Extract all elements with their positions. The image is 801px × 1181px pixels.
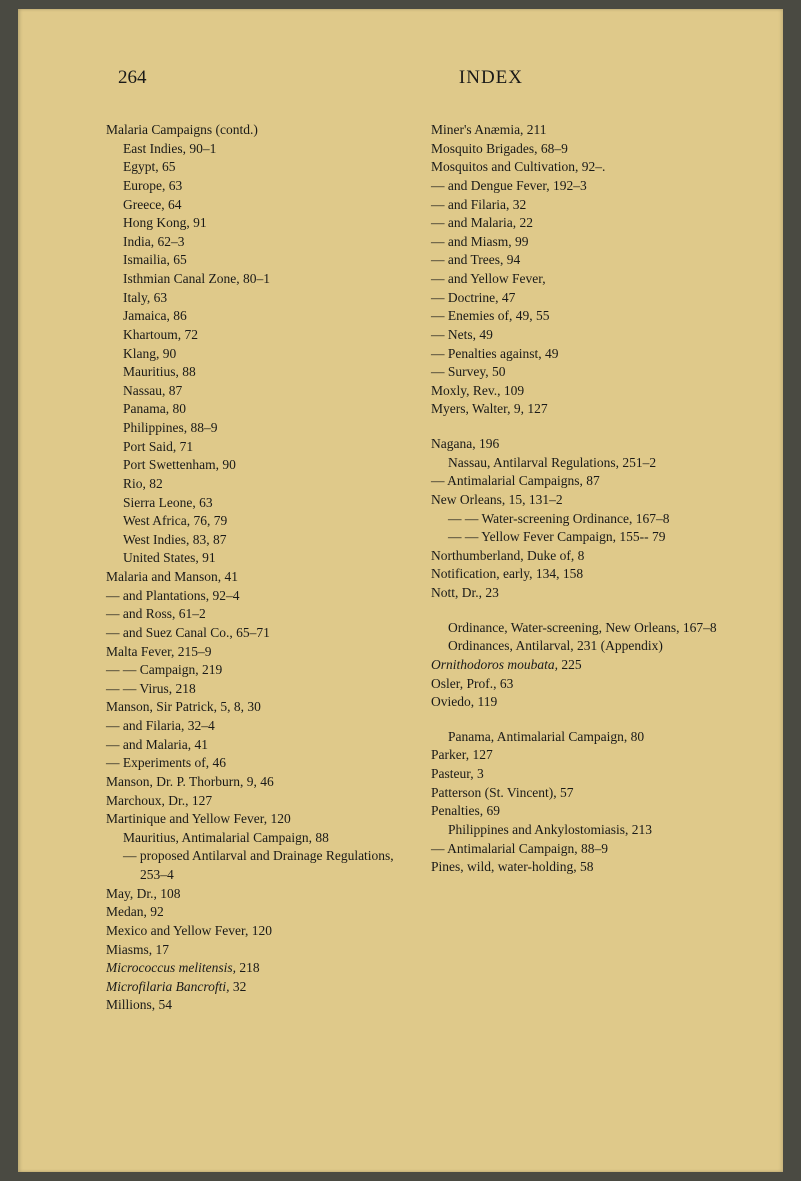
index-entry: — and Plantations, 92–4	[106, 587, 403, 606]
index-entry: — and Filaria, 32–4	[106, 717, 403, 736]
index-entry: Myers, Walter, 9, 127	[431, 400, 728, 419]
index-entry: — and Malaria, 22	[431, 214, 728, 233]
index-entry: West Africa, 76, 79	[106, 512, 403, 531]
page-number: 264	[118, 67, 147, 89]
index-entry: Penalties, 69	[431, 802, 728, 821]
index-entry: — Antimalarial Campaign, 88–9	[431, 840, 728, 859]
index-entry: Mauritius, 88	[106, 363, 403, 382]
index-entry: Mauritius, Antimalarial Campaign, 88	[106, 829, 403, 848]
index-entry: Miasms, 17	[106, 941, 403, 960]
index-entry: Parker, 127	[431, 746, 728, 765]
index-entry: May, Dr., 108	[106, 885, 403, 904]
index-entry: Nott, Dr., 23	[431, 584, 728, 603]
index-entry: Egypt, 65	[106, 158, 403, 177]
index-entry: — Survey, 50	[431, 363, 728, 382]
index-entry: — Antimalarial Campaigns, 87	[431, 472, 728, 491]
index-entry: — Enemies of, 49, 55	[431, 307, 728, 326]
index-entry: Malaria and Manson, 41	[106, 568, 403, 587]
index-entry: Mosquito Brigades, 68–9	[431, 140, 728, 159]
index-entry: Philippines, 88–9	[106, 419, 403, 438]
index-entry: Millions, 54	[106, 996, 403, 1015]
index-entry: Ordinance, Water-screening, New Orleans,…	[431, 619, 728, 638]
index-entry: Microfilaria Bancrofti, 32	[106, 978, 403, 997]
index-entry: — and Dengue Fever, 192–3	[431, 177, 728, 196]
index-entry: — and Ross, 61–2	[106, 605, 403, 624]
page: 264 INDEX Malaria Campaigns (contd.)East…	[18, 9, 783, 1172]
index-entry: — Doctrine, 47	[431, 289, 728, 308]
index-entry: Malta Fever, 215–9	[106, 643, 403, 662]
index-entry: Pasteur, 3	[431, 765, 728, 784]
index-entry: Klang, 90	[106, 345, 403, 364]
section-gap	[431, 419, 728, 435]
index-title: INDEX	[459, 67, 523, 89]
index-entry: — and Suez Canal Co., 65–71	[106, 624, 403, 643]
index-entry: — — Virus, 218	[106, 680, 403, 699]
index-entry: Patterson (St. Vincent), 57	[431, 784, 728, 803]
index-entry: Hong Kong, 91	[106, 214, 403, 233]
index-entry: Oviedo, 119	[431, 693, 728, 712]
index-entry: Ornithodoros moubata, 225	[431, 656, 728, 675]
index-entry: Miner's Anæmia, 211	[431, 121, 728, 140]
index-entry: Medan, 92	[106, 903, 403, 922]
index-entry: — and Filaria, 32	[431, 196, 728, 215]
index-entry: Nassau, Antilarval Regulations, 251–2	[431, 454, 728, 473]
index-entry: — — Campaign, 219	[106, 661, 403, 680]
index-entry: Marchoux, Dr., 127	[106, 792, 403, 811]
index-entry: Panama, 80	[106, 400, 403, 419]
index-entry: West Indies, 83, 87	[106, 531, 403, 550]
index-entry: — — Water-screening Ordinance, 167–8	[431, 510, 728, 529]
left-column: Malaria Campaigns (contd.)East Indies, 9…	[106, 121, 403, 1015]
index-entry: Greece, 64	[106, 196, 403, 215]
index-entry: — proposed Antilarval and Drainage Regul…	[106, 847, 403, 884]
index-entry: — and Yellow Fever,	[431, 270, 728, 289]
index-columns: Malaria Campaigns (contd.)East Indies, 9…	[106, 121, 728, 1015]
section-gap	[431, 712, 728, 728]
index-entry: Sierra Leone, 63	[106, 494, 403, 513]
index-entry: Manson, Sir Patrick, 5, 8, 30	[106, 698, 403, 717]
index-entry: Micrococcus melitensis, 218	[106, 959, 403, 978]
index-entry: Martinique and Yellow Fever, 120	[106, 810, 403, 829]
index-entry: — and Trees, 94	[431, 251, 728, 270]
index-entry: India, 62–3	[106, 233, 403, 252]
index-entry: — — Yellow Fever Campaign, 155-- 79	[431, 528, 728, 547]
index-entry: Isthmian Canal Zone, 80–1	[106, 270, 403, 289]
index-entry: — and Miasm, 99	[431, 233, 728, 252]
index-entry: Nassau, 87	[106, 382, 403, 401]
index-entry: Ismailia, 65	[106, 251, 403, 270]
index-entry: Malaria Campaigns (contd.)	[106, 121, 403, 140]
index-entry: Rio, 82	[106, 475, 403, 494]
index-entry: Ordinances, Antilarval, 231 (Appendix)	[431, 637, 728, 656]
index-entry: Jamaica, 86	[106, 307, 403, 326]
index-entry: Notification, early, 134, 158	[431, 565, 728, 584]
index-entry: Port Said, 71	[106, 438, 403, 457]
index-entry: Panama, Antimalarial Campaign, 80	[431, 728, 728, 747]
index-entry: New Orleans, 15, 131–2	[431, 491, 728, 510]
index-entry: Nagana, 196	[431, 435, 728, 454]
index-entry: Northumberland, Duke of, 8	[431, 547, 728, 566]
right-column: Miner's Anæmia, 211Mosquito Brigades, 68…	[431, 121, 728, 1015]
index-entry: — Penalties against, 49	[431, 345, 728, 364]
index-entry: Manson, Dr. P. Thorburn, 9, 46	[106, 773, 403, 792]
index-entry: Pines, wild, water-holding, 58	[431, 858, 728, 877]
page-header: 264 INDEX	[106, 67, 728, 89]
index-entry: Moxly, Rev., 109	[431, 382, 728, 401]
index-entry: Port Swettenham, 90	[106, 456, 403, 475]
index-entry: Mexico and Yellow Fever, 120	[106, 922, 403, 941]
index-entry: Italy, 63	[106, 289, 403, 308]
index-entry: Osler, Prof., 63	[431, 675, 728, 694]
index-entry: — Nets, 49	[431, 326, 728, 345]
index-entry: — Experiments of, 46	[106, 754, 403, 773]
index-entry: Europe, 63	[106, 177, 403, 196]
index-entry: United States, 91	[106, 549, 403, 568]
index-entry: Philippines and Ankylostomiasis, 213	[431, 821, 728, 840]
index-entry: Khartoum, 72	[106, 326, 403, 345]
section-gap	[431, 603, 728, 619]
index-entry: East Indies, 90–1	[106, 140, 403, 159]
index-entry: — and Malaria, 41	[106, 736, 403, 755]
index-entry: Mosquitos and Cultivation, 92–.	[431, 158, 728, 177]
